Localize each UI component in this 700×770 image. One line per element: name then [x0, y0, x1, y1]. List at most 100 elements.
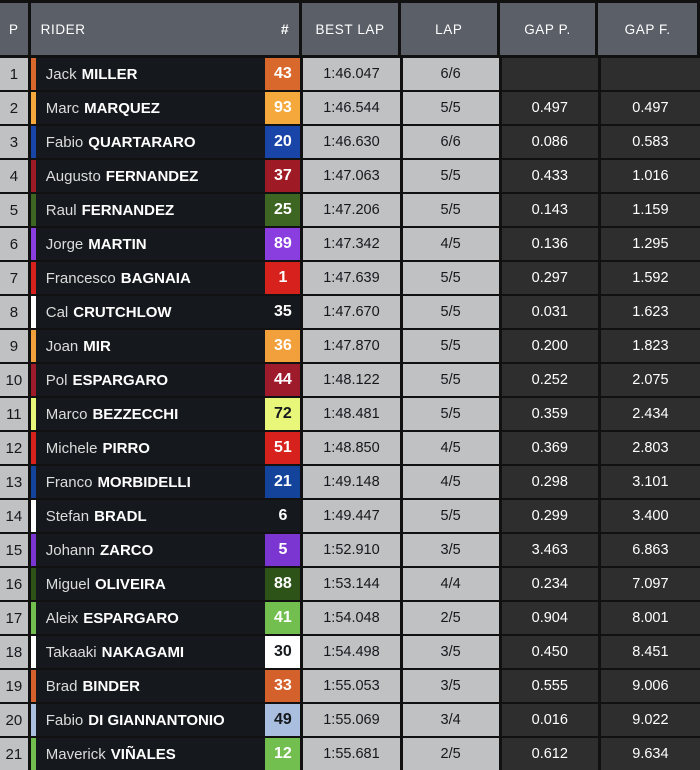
row-position: 1: [0, 58, 28, 90]
column-header-lap[interactable]: LAP: [400, 3, 497, 55]
row-rider-block[interactable]: Franco MORBIDELLI 21: [30, 466, 301, 498]
row-gap-previous: 0.297: [501, 262, 598, 294]
row-rider-block[interactable]: Pol ESPARGARO 44: [30, 364, 301, 396]
column-header-rider[interactable]: RIDER #: [30, 3, 300, 55]
rider-number-badge: 6: [265, 500, 301, 532]
row-rider-block[interactable]: Fabio DI GIANNANTONIO 49: [30, 704, 301, 736]
row-rider-block[interactable]: Maverick VIÑALES 12: [30, 738, 301, 770]
row-gap-previous: 0.369: [501, 432, 598, 464]
row-best-lap: 1:47.342: [303, 228, 400, 260]
row-rider-block[interactable]: Jorge MARTIN 89: [30, 228, 301, 260]
row-rider-block[interactable]: Johann ZARCO 5: [30, 534, 301, 566]
row-gap-previous: 0.031: [501, 296, 598, 328]
rider-color-accent: [30, 466, 36, 498]
row-rider-block[interactable]: Joan MIR 36: [30, 330, 301, 362]
standings-row[interactable]: 11 Marco BEZZECCHI 72 1:48.481 5/5 0.359 2.434: [0, 398, 700, 430]
row-lap-count: 3/5: [402, 670, 499, 702]
row-gap-first: 1.016: [600, 160, 700, 192]
standings-row[interactable]: 15 Johann ZARCO 5 1:52.910 3/5 3.463 6.863: [0, 534, 700, 566]
row-gap-first: 9.006: [600, 670, 700, 702]
standings-row[interactable]: 4 Augusto FERNANDEZ 37 1:47.063 5/5 0.433 1.016: [0, 160, 700, 192]
standings-row[interactable]: 7 Francesco BAGNAIA 1 1:47.639 5/5 0.297 1.592: [0, 262, 700, 294]
rider-color-accent: [30, 398, 36, 430]
rider-last-name: BINDER: [82, 677, 140, 695]
row-gap-first: 0.583: [600, 126, 700, 158]
rider-number-badge: 35: [265, 296, 301, 328]
standings-row[interactable]: 14 Stefan BRADL 6 1:49.447 5/5 0.299 3.400: [0, 500, 700, 532]
rider-number-badge: 41: [265, 602, 301, 634]
row-rider-block[interactable]: Stefan BRADL 6: [30, 500, 301, 532]
standings-row[interactable]: 3 Fabio QUARTARARO 20 1:46.630 6/6 0.086 0.583: [0, 126, 700, 158]
rider-name: Francesco BAGNAIA: [36, 270, 266, 287]
row-position: 17: [0, 602, 28, 634]
row-gap-first: 3.101: [600, 466, 700, 498]
standings-row[interactable]: 17 Aleix ESPARGARO 41 1:54.048 2/5 0.904 8.001: [0, 602, 700, 634]
row-lap-count: 6/6: [402, 126, 499, 158]
standings-row[interactable]: 20 Fabio DI GIANNANTONIO 49 1:55.069 3/4 0.016…: [0, 704, 700, 736]
row-gap-previous: 0.359: [501, 398, 598, 430]
standings-row[interactable]: 2 Marc MARQUEZ 93 1:46.544 5/5 0.497 0.497: [0, 92, 700, 124]
row-rider-block[interactable]: Fabio QUARTARARO 20: [30, 126, 301, 158]
rider-last-name: NAKAGAMI: [101, 643, 185, 661]
row-lap-count: 5/5: [402, 364, 499, 396]
rider-last-name: MIR: [83, 337, 111, 355]
row-best-lap: 1:49.148: [303, 466, 400, 498]
standings-row[interactable]: 8 Cal CRUTCHLOW 35 1:47.670 5/5 0.031 1.623: [0, 296, 700, 328]
row-position: 21: [0, 738, 28, 770]
rider-number-badge: 72: [265, 398, 301, 430]
column-header-gap-previous[interactable]: GAP P.: [499, 3, 596, 55]
row-position: 4: [0, 160, 28, 192]
row-rider-block[interactable]: Miguel OLIVEIRA 88: [30, 568, 301, 600]
row-gap-previous: 0.298: [501, 466, 598, 498]
rider-color-accent: [30, 58, 36, 90]
row-rider-block[interactable]: Raul FERNANDEZ 25: [30, 194, 301, 226]
rider-color-accent: [30, 364, 36, 396]
row-gap-first: 2.075: [600, 364, 700, 396]
row-rider-block[interactable]: Michele PIRRO 51: [30, 432, 301, 464]
row-best-lap: 1:55.053: [303, 670, 400, 702]
row-lap-count: 4/5: [402, 228, 499, 260]
row-best-lap: 1:47.870: [303, 330, 400, 362]
rider-name: Michele PIRRO: [36, 440, 266, 457]
rider-name: Brad BINDER: [36, 678, 266, 695]
column-header-best-lap[interactable]: BEST LAP: [302, 3, 398, 55]
standings-row[interactable]: 9 Joan MIR 36 1:47.870 5/5 0.200 1.823: [0, 330, 700, 362]
standings-row[interactable]: 10 Pol ESPARGARO 44 1:48.122 5/5 0.252 2.075: [0, 364, 700, 396]
standings-row[interactable]: 1 Jack MILLER 43 1:46.047 6/6: [0, 58, 700, 90]
rider-name: Takaaki NAKAGAMI: [36, 644, 266, 661]
standings-row[interactable]: 18 Takaaki NAKAGAMI 30 1:54.498 3/5 0.450 8.451: [0, 636, 700, 668]
rider-first-name: Brad: [45, 677, 78, 695]
rider-number-badge: 37: [265, 160, 301, 192]
row-rider-block[interactable]: Augusto FERNANDEZ 37: [30, 160, 301, 192]
rider-last-name: BRADL: [94, 507, 147, 525]
standings-row[interactable]: 19 Brad BINDER 33 1:55.053 3/5 0.555 9.006: [0, 670, 700, 702]
rider-number-badge: 25: [265, 194, 301, 226]
row-best-lap: 1:47.063: [303, 160, 400, 192]
standings-row[interactable]: 6 Jorge MARTIN 89 1:47.342 4/5 0.136 1.295: [0, 228, 700, 260]
column-header-position[interactable]: P: [0, 3, 28, 55]
row-gap-first: [600, 58, 700, 90]
standings-row[interactable]: 13 Franco MORBIDELLI 21 1:49.148 4/5 0.298 3.10…: [0, 466, 700, 498]
rider-color-accent: [30, 568, 36, 600]
row-rider-block[interactable]: Jack MILLER 43: [30, 58, 301, 90]
rider-first-name: Franco: [45, 473, 93, 491]
row-rider-block[interactable]: Takaaki NAKAGAMI 30: [30, 636, 301, 668]
row-rider-block[interactable]: Brad BINDER 33: [30, 670, 301, 702]
row-gap-first: 7.097: [600, 568, 700, 600]
rider-first-name: Cal: [45, 303, 69, 321]
standings-row[interactable]: 21 Maverick VIÑALES 12 1:55.681 2/5 0.612 9.634: [0, 738, 700, 770]
row-position: 7: [0, 262, 28, 294]
row-rider-block[interactable]: Aleix ESPARGARO 41: [30, 602, 301, 634]
row-lap-count: 5/5: [402, 92, 499, 124]
row-rider-block[interactable]: Marc MARQUEZ 93: [30, 92, 301, 124]
rider-last-name: VIÑALES: [110, 745, 176, 763]
rider-first-name: Fabio: [45, 133, 84, 151]
row-rider-block[interactable]: Marco BEZZECCHI 72: [30, 398, 301, 430]
standings-row[interactable]: 12 Michele PIRRO 51 1:48.850 4/5 0.369 2.803: [0, 432, 700, 464]
standings-row[interactable]: 5 Raul FERNANDEZ 25 1:47.206 5/5 0.143 1.159: [0, 194, 700, 226]
row-rider-block[interactable]: Cal CRUTCHLOW 35: [30, 296, 301, 328]
column-header-gap-first[interactable]: GAP F.: [598, 3, 698, 55]
row-rider-block[interactable]: Francesco BAGNAIA 1: [30, 262, 301, 294]
row-best-lap: 1:54.498: [303, 636, 400, 668]
standings-row[interactable]: 16 Miguel OLIVEIRA 88 1:53.144 4/4 0.234 7.097: [0, 568, 700, 600]
